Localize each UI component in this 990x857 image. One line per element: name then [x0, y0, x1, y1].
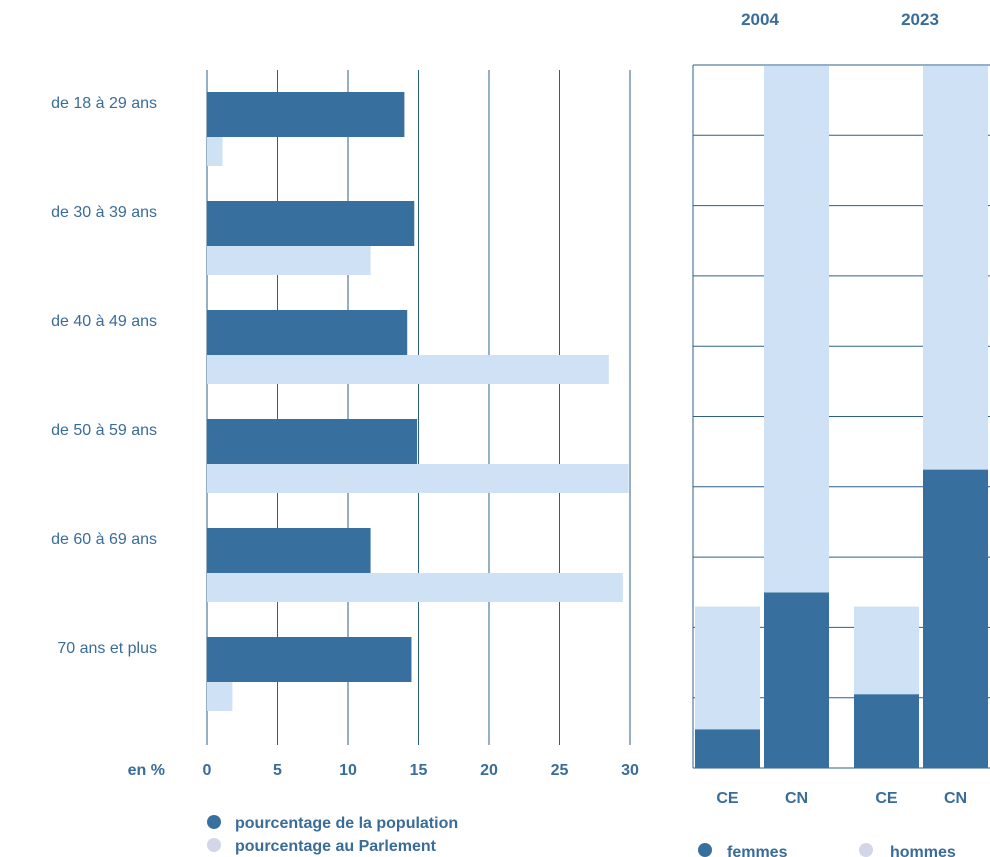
- gender-stacked-chart: 2004 2023 CE CN CE CN: [692, 10, 990, 807]
- legend-population-marker: [207, 815, 221, 829]
- bar-segment-men: [764, 66, 829, 593]
- chamber-label: CN: [944, 790, 967, 807]
- age-category-label: de 50 à 59 ans: [51, 422, 157, 439]
- year-label-2023: 2023: [901, 10, 939, 29]
- bar-segment-women: [854, 694, 919, 768]
- x-tick-label: 25: [551, 762, 569, 779]
- x-axis-unit-label: en %: [128, 762, 165, 779]
- legend-population-label: pourcentage de la population: [235, 815, 458, 832]
- x-tick-label: 0: [203, 762, 212, 779]
- age-chart-bars: [207, 92, 629, 711]
- bar-segment-women: [695, 729, 760, 768]
- age-chart-legend: pourcentage de la population pourcentage…: [207, 815, 458, 855]
- age-chart-gridlines: [206, 70, 631, 745]
- chamber-label: CE: [875, 790, 898, 807]
- bar-segment-men: [695, 606, 760, 730]
- age-category-label: de 60 à 69 ans: [51, 531, 157, 548]
- age-category-labels: de 18 à 29 ans de 30 à 39 ans de 40 à 49 a…: [51, 95, 157, 657]
- gender-category-labels: CE CN CE CN: [716, 790, 967, 807]
- age-axis-ticks: 0 5 10 15 20 25 30: [203, 762, 639, 779]
- age-category-label: de 30 à 39 ans: [51, 204, 157, 221]
- x-tick-label: 30: [621, 762, 639, 779]
- legend-men-label: hommes: [890, 844, 956, 857]
- bar-population: [207, 419, 418, 464]
- bar-segment-men: [854, 606, 919, 695]
- age-category-label: de 18 à 29 ans: [51, 95, 157, 112]
- bar-population: [207, 310, 408, 355]
- legend-men-marker: [859, 843, 873, 857]
- bar-population: [207, 201, 415, 246]
- bar-population: [207, 92, 405, 137]
- bar-parliament: [207, 246, 371, 275]
- bar-parliament: [207, 573, 623, 602]
- age-bar-chart: de 18 à 29 ans de 30 à 39 ans de 40 à 49 a…: [51, 70, 639, 779]
- bar-segment-men: [923, 66, 988, 470]
- bar-population: [207, 637, 412, 682]
- gender-chart-legend: femmes hommes: [698, 843, 956, 857]
- gender-chart-bars: [695, 66, 988, 768]
- x-tick-label: 5: [273, 762, 282, 779]
- bar-parliament: [207, 355, 609, 384]
- year-label-2004: 2004: [741, 10, 779, 29]
- bar-population: [207, 528, 371, 573]
- legend-parliament-label: pourcentage au Parlement: [235, 838, 437, 855]
- bar-segment-women: [923, 469, 988, 768]
- legend-parliament-marker: [207, 838, 221, 852]
- bar-parliament: [207, 464, 629, 493]
- legend-women-label: femmes: [727, 844, 788, 857]
- x-tick-label: 20: [480, 762, 498, 779]
- chamber-label: CN: [785, 790, 808, 807]
- age-category-label: de 40 à 49 ans: [51, 313, 157, 330]
- legend-women-marker: [698, 843, 712, 857]
- bar-parliament: [207, 682, 233, 711]
- x-tick-label: 10: [339, 762, 357, 779]
- bar-parliament: [207, 137, 223, 166]
- x-tick-label: 15: [410, 762, 428, 779]
- bar-segment-women: [764, 592, 829, 768]
- chamber-label: CE: [716, 790, 739, 807]
- age-category-label: 70 ans et plus: [57, 640, 157, 657]
